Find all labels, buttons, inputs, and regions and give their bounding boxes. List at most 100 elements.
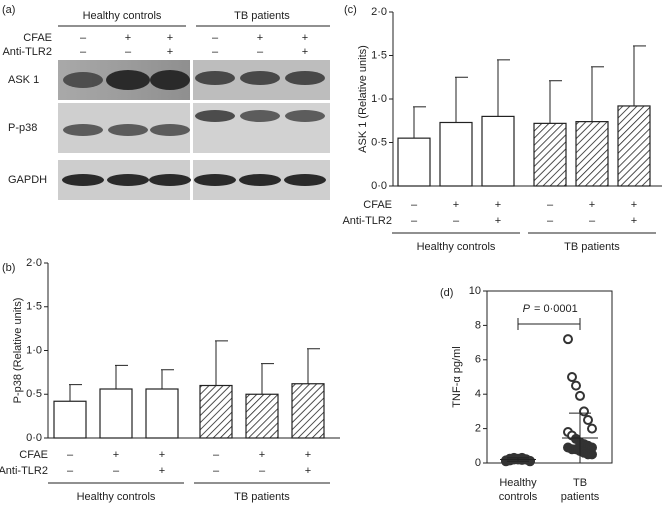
- p-symbol: P: [523, 303, 531, 315]
- condition-sign: +: [495, 199, 501, 211]
- group-label: TB patients: [234, 491, 290, 503]
- condition-sign: +: [453, 199, 459, 211]
- y-tick-label: 4: [475, 388, 481, 400]
- bar: [291, 383, 325, 439]
- point: [579, 406, 589, 417]
- y-tick-label: 2·0: [371, 6, 387, 18]
- y-tick-label: 1·5: [371, 49, 387, 61]
- point: [587, 423, 597, 434]
- y-tick-label: 6: [475, 354, 481, 366]
- group-label: Healthy controls: [77, 491, 156, 503]
- condition-sign: +: [167, 32, 173, 44]
- point: [587, 449, 597, 460]
- row-label: GAPDH: [8, 174, 47, 186]
- condition-sign: –: [259, 465, 266, 477]
- y-tick-label: 2·0: [26, 257, 42, 269]
- condition-sign: +: [302, 46, 308, 58]
- condition-sign: +: [257, 32, 263, 44]
- y-tick-label: 0·5: [26, 388, 42, 400]
- bar: [99, 388, 133, 439]
- y-axis-label: P-p38 (Relative units): [12, 298, 24, 404]
- y-tick-label: 0·0: [371, 180, 387, 192]
- panel-label: (b): [2, 262, 15, 274]
- condition-sign: –: [411, 199, 418, 211]
- point: [571, 380, 581, 391]
- condition-sign: +: [302, 32, 308, 44]
- panel-label: (d): [440, 287, 453, 299]
- point: [575, 390, 585, 401]
- condition-label: CFAE: [23, 32, 52, 44]
- bar: [533, 122, 567, 187]
- bar: [53, 400, 87, 439]
- group-label: Healthy controls: [83, 10, 162, 22]
- y-tick-label: 2: [475, 423, 481, 435]
- condition-label: CFAE: [19, 449, 48, 461]
- condition-label: Anti-TLR2: [0, 465, 48, 477]
- condition-sign: –: [547, 215, 554, 227]
- y-tick-label: 0·5: [371, 136, 387, 148]
- x-tick-label-line: controls: [499, 491, 538, 503]
- condition-sign: –: [453, 215, 460, 227]
- condition-sign: +: [159, 465, 165, 477]
- condition-sign: +: [589, 199, 595, 211]
- bar: [397, 137, 431, 187]
- y-tick-label: 1·0: [371, 93, 387, 105]
- group-label: TB patients: [234, 10, 290, 22]
- condition-sign: +: [305, 449, 311, 461]
- bar: [145, 388, 179, 439]
- condition-sign: –: [125, 46, 132, 58]
- y-tick-label: 8: [475, 319, 481, 331]
- row-label: ASK 1: [8, 74, 39, 86]
- x-tick-label-line: Healthy: [499, 477, 537, 489]
- condition-sign: –: [547, 199, 554, 211]
- condition-label: Anti-TLR2: [2, 46, 52, 58]
- point: [567, 372, 577, 382]
- condition-sign: +: [167, 46, 173, 58]
- y-tick-label: 10: [469, 285, 481, 297]
- condition-sign: +: [125, 32, 131, 44]
- condition-sign: +: [259, 449, 265, 461]
- condition-sign: –: [67, 465, 74, 477]
- plot-frame: [486, 290, 613, 464]
- y-tick-label: 0: [475, 457, 481, 469]
- bar: [481, 115, 515, 187]
- condition-sign: –: [589, 215, 596, 227]
- condition-sign: –: [80, 46, 87, 58]
- condition-sign: +: [495, 215, 501, 227]
- bar: [245, 393, 279, 439]
- condition-label: Anti-TLR2: [342, 215, 392, 227]
- group-label: TB patients: [564, 241, 620, 253]
- condition-sign: +: [631, 199, 637, 211]
- condition-sign: –: [411, 215, 418, 227]
- x-tick-label: Healthy controls: [499, 477, 538, 503]
- condition-sign: –: [213, 465, 220, 477]
- blot-image: [58, 60, 330, 200]
- panel-label: (a): [2, 4, 15, 16]
- condition-sign: +: [113, 449, 119, 461]
- condition-sign: +: [305, 465, 311, 477]
- p-value: = 0·0001: [534, 303, 578, 315]
- x-tick-label-line: patients: [561, 491, 600, 503]
- x-tick-label-line: TB: [573, 477, 587, 489]
- condition-sign: +: [631, 215, 637, 227]
- condition-sign: –: [80, 32, 87, 44]
- condition-sign: +: [159, 449, 165, 461]
- bar: [439, 121, 473, 187]
- condition-sign: –: [212, 32, 219, 44]
- x-tick-label: TB patients: [561, 477, 600, 503]
- bar: [617, 105, 651, 187]
- row-label: P-p38: [8, 122, 37, 134]
- panel-label: (c): [344, 4, 357, 16]
- condition-sign: –: [257, 46, 264, 58]
- condition-sign: –: [213, 449, 220, 461]
- condition-label: CFAE: [363, 199, 392, 211]
- bar: [575, 121, 609, 187]
- y-axis-label: ASK 1 (Relative units): [357, 45, 369, 153]
- y-tick-label: 1·0: [26, 344, 42, 356]
- y-axis-label: TNF-α pg/ml: [451, 346, 463, 407]
- y-tick-label: 1·5: [26, 301, 42, 313]
- y-tick-label: 0·0: [26, 432, 42, 444]
- bar: [199, 384, 233, 439]
- condition-sign: –: [67, 449, 74, 461]
